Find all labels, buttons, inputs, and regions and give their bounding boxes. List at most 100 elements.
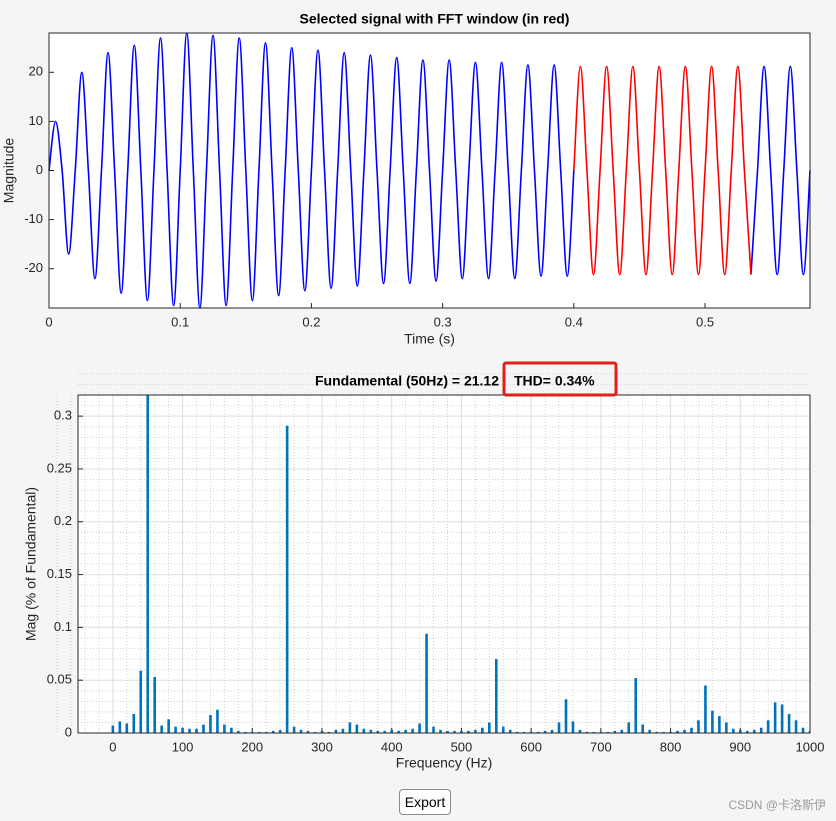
bar (787, 713, 791, 733)
chart-title: Fundamental (50Hz) = 21.12 (315, 373, 499, 389)
bar (711, 710, 714, 733)
x-tick-label: 0.4 (565, 314, 583, 329)
bar (752, 729, 756, 733)
thd-annotation: THD= 0.34% (514, 373, 595, 389)
highlight-box (502, 361, 618, 397)
bar (655, 731, 658, 733)
bar (153, 677, 156, 733)
bar (292, 726, 296, 733)
bar (334, 729, 338, 733)
bar (271, 730, 275, 733)
bar (564, 699, 568, 733)
x-tick-label: 0 (109, 739, 116, 754)
bar (341, 728, 345, 733)
bar (481, 727, 484, 733)
bar (808, 730, 810, 733)
y-axis-label: Mag (% of Fundamental) (23, 487, 39, 641)
bar (216, 709, 219, 733)
bar (132, 713, 136, 733)
bar (313, 731, 317, 733)
bar (446, 730, 449, 733)
bar (536, 731, 540, 733)
bar (418, 723, 421, 733)
x-axis-label: Time (s) (404, 331, 455, 347)
bar (299, 729, 303, 733)
bar (634, 678, 638, 733)
bar (759, 727, 763, 733)
signal-line (573, 65, 752, 276)
y-tick-label: 0.2 (54, 513, 72, 528)
bar (662, 731, 665, 733)
bar (244, 731, 247, 733)
bar (306, 730, 310, 733)
y-tick-label: 0.1 (54, 619, 72, 634)
y-tick-label: 0.05 (47, 672, 72, 687)
bar (467, 730, 470, 733)
y-tick-label: 0 (65, 724, 72, 739)
bar (627, 722, 631, 733)
bar (683, 729, 686, 733)
bar (404, 729, 407, 733)
bar (257, 731, 261, 733)
bar (543, 730, 547, 733)
bar (181, 727, 184, 733)
x-tick-label: 200 (241, 739, 263, 754)
x-tick-label: 400 (381, 739, 403, 754)
x-tick-label: 600 (520, 739, 542, 754)
bar (732, 728, 735, 733)
bar (669, 731, 672, 733)
bar (327, 731, 331, 733)
bar (766, 720, 770, 733)
x-tick-label: 1000 (796, 739, 825, 754)
bar (488, 722, 491, 733)
axes-frame (77, 394, 811, 734)
bar (801, 727, 805, 733)
bar (460, 730, 463, 733)
export-button[interactable]: Export (399, 789, 451, 815)
y-tick-label: 10 (29, 113, 43, 128)
bar (411, 728, 414, 733)
y-axis-label: Magnitude (1, 138, 17, 204)
bar (355, 724, 359, 733)
x-tick-label: 0.2 (302, 314, 320, 329)
y-tick-label: -20 (24, 260, 43, 275)
bar (202, 724, 205, 733)
bar (439, 729, 442, 733)
bar (501, 726, 505, 733)
bar (474, 729, 477, 733)
chart-title: Selected signal with FFT window (in red) (300, 11, 570, 27)
bar (264, 731, 268, 733)
bar (725, 722, 728, 733)
bar (745, 730, 749, 733)
x-tick-label: 800 (660, 739, 682, 754)
x-tick-label: 0.5 (696, 314, 714, 329)
bar (515, 731, 519, 733)
x-tick-label: 0.1 (171, 314, 189, 329)
bar (641, 724, 644, 733)
bar (285, 425, 289, 733)
bar (174, 726, 177, 733)
x-tick-label: 100 (172, 739, 194, 754)
x-tick-label: 900 (729, 739, 751, 754)
bar (494, 659, 498, 733)
x-tick-label: 0.3 (434, 314, 452, 329)
bar (167, 719, 170, 733)
bar (320, 730, 324, 733)
x-tick-label: 0 (45, 314, 52, 329)
bar (550, 729, 554, 733)
bar (250, 731, 254, 733)
bar (794, 720, 798, 733)
bar (230, 727, 233, 733)
bar (578, 729, 582, 733)
bar (118, 721, 122, 733)
bars (111, 395, 810, 733)
signal-line (48, 32, 811, 309)
bar (139, 670, 143, 733)
bar (773, 702, 777, 733)
bar (146, 395, 150, 733)
bar (453, 730, 456, 733)
bar (690, 727, 693, 733)
bar (383, 730, 387, 733)
